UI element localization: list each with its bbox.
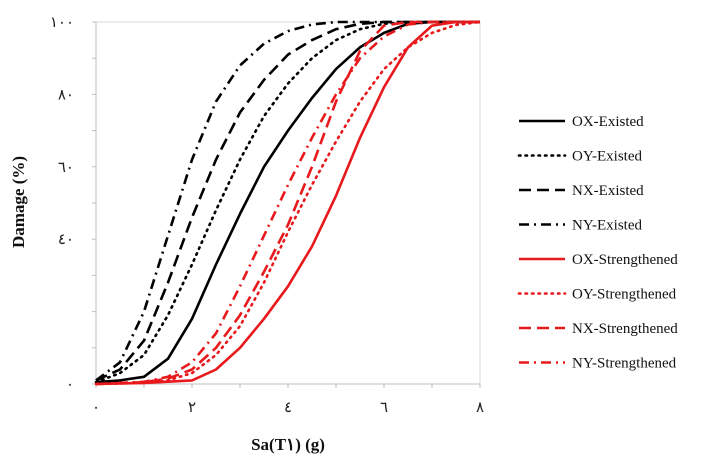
series-ny-strengthened bbox=[95, 20, 480, 386]
x-tick-label: ٢ bbox=[188, 400, 196, 416]
legend-label: NY-Existed bbox=[572, 218, 642, 234]
series-oy-strengthened bbox=[94, 20, 482, 386]
series-nx-existed bbox=[95, 20, 480, 382]
series-nx-strengthened bbox=[95, 20, 480, 386]
legend-label: OX-Strengthened bbox=[572, 252, 678, 268]
series-oy-existed bbox=[94, 20, 482, 384]
legend-label: OX-Existed bbox=[572, 114, 644, 130]
series-layer bbox=[94, 20, 482, 386]
legend-label: OY-Existed bbox=[572, 149, 642, 165]
x-tick-label: ٤ bbox=[284, 400, 292, 416]
legend-label: NY-Strengthened bbox=[572, 356, 677, 372]
y-tick-label: ١٠٠ bbox=[50, 15, 74, 31]
y-axis-title: Damage (%) bbox=[9, 156, 28, 248]
plot-frame bbox=[95, 21, 481, 385]
y-tick-label: ٠ bbox=[66, 377, 74, 393]
y-tick-label: ٨٠ bbox=[58, 87, 74, 103]
legend: OX-Existed OY-Existed NX-Existed NY-Existed… bbox=[517, 114, 678, 372]
legend-label: NX-Existed bbox=[572, 183, 644, 199]
series-ny-existed bbox=[95, 20, 480, 382]
x-tick-label: ٨ bbox=[476, 400, 484, 416]
y-tick-label: ٦٠ bbox=[58, 160, 74, 176]
legend-label: OY-Strengthened bbox=[572, 287, 677, 303]
series-ox-strengthened bbox=[95, 20, 480, 386]
series-ox-existed bbox=[95, 20, 480, 384]
x-axis-title: Sa(T١) (g) bbox=[251, 435, 325, 454]
legend-label: NX-Strengthened bbox=[572, 321, 678, 337]
x-tick-label: ٠ bbox=[92, 400, 100, 416]
plot-axes bbox=[92, 21, 481, 388]
x-tick-label: ٦ bbox=[380, 400, 388, 416]
y-tick-label: ٤٠ bbox=[58, 232, 74, 248]
